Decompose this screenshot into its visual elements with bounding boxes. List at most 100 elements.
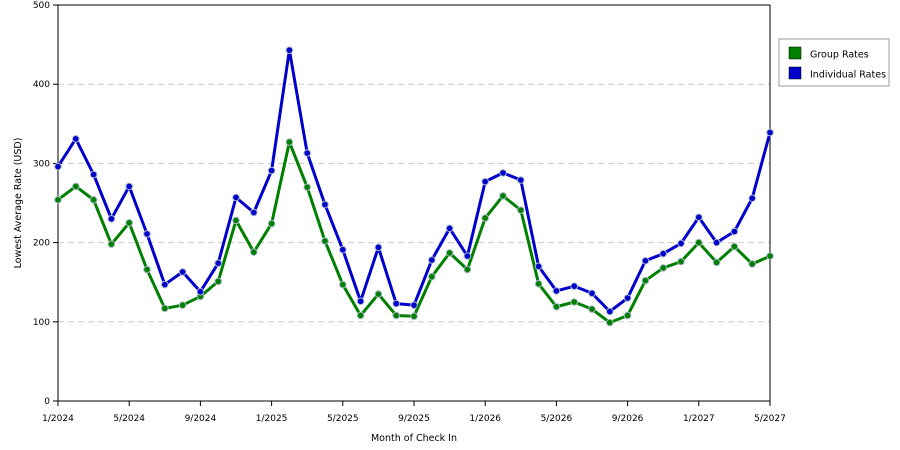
data-point-group-rates	[730, 242, 739, 251]
data-point-individual-rates	[623, 294, 632, 302]
data-point-individual-rates	[125, 182, 133, 191]
data-point-individual-rates	[552, 287, 561, 295]
data-point-individual-rates	[392, 299, 401, 308]
x-tick-label: 5/2024	[113, 414, 145, 424]
data-point-group-rates	[72, 182, 80, 191]
data-point-individual-rates	[730, 227, 739, 236]
data-point-individual-rates	[374, 243, 383, 252]
data-point-group-rates	[606, 318, 614, 327]
legend-swatch-individual-rates	[788, 66, 802, 80]
data-point-group-rates	[463, 265, 472, 274]
data-point-group-rates	[143, 265, 151, 274]
data-point-group-rates	[356, 311, 365, 320]
x-tick-label: 1/2026	[469, 414, 501, 424]
data-point-individual-rates	[481, 177, 490, 186]
data-point-group-rates	[339, 280, 347, 289]
data-point-group-rates	[303, 183, 312, 191]
x-tick-label: 5/2025	[327, 414, 359, 424]
data-point-group-rates	[428, 272, 436, 281]
data-point-group-rates	[570, 298, 579, 306]
data-point-individual-rates	[695, 213, 703, 222]
data-point-individual-rates	[463, 252, 472, 260]
data-point-individual-rates	[517, 176, 525, 184]
data-point-individual-rates	[588, 289, 596, 298]
data-point-individual-rates	[143, 230, 151, 238]
data-point-individual-rates	[410, 301, 418, 309]
data-point-individual-rates	[250, 208, 258, 217]
y-axis-title: Lowest Average Rate (USD)	[13, 138, 24, 269]
legend-label-individual-rates: Individual Rates	[810, 70, 886, 81]
data-point-individual-rates	[712, 238, 721, 247]
x-tick-label: 5/2027	[754, 414, 786, 424]
data-point-individual-rates	[606, 307, 614, 316]
data-point-group-rates	[552, 302, 561, 311]
y-tick-label: 500	[33, 1, 50, 11]
series-line-individual-rates	[56, 48, 772, 313]
legend-label-group-rates: Group Rates	[810, 50, 869, 61]
x-tick-label: 5/2026	[541, 414, 573, 424]
data-point-individual-rates	[232, 193, 240, 202]
data-point-individual-rates	[267, 166, 276, 175]
x-tick-label: 9/2025	[398, 414, 430, 424]
x-tick-label: 1/2024	[42, 414, 74, 424]
data-point-individual-rates	[534, 262, 543, 271]
data-point-group-rates	[161, 304, 169, 313]
data-point-group-rates	[499, 192, 507, 200]
data-point-individual-rates	[89, 170, 98, 179]
data-point-group-rates	[125, 219, 133, 227]
data-point-group-rates	[178, 301, 187, 309]
data-point-group-rates	[285, 138, 294, 146]
y-tick-label: 200	[33, 239, 50, 249]
data-point-individual-rates	[641, 257, 650, 265]
data-point-individual-rates	[766, 128, 774, 137]
plot-area	[57, 4, 771, 402]
data-point-individual-rates	[303, 149, 312, 157]
data-point-group-rates	[250, 248, 258, 256]
series-points	[54, 46, 774, 327]
data-point-group-rates	[588, 305, 596, 313]
y-tick-label: 0	[44, 397, 50, 407]
data-point-individual-rates	[178, 268, 187, 276]
data-point-individual-rates	[54, 162, 62, 171]
y-tick-label: 300	[33, 159, 50, 169]
data-point-individual-rates	[499, 169, 507, 177]
data-point-group-rates	[534, 279, 543, 288]
data-point-group-rates	[321, 237, 329, 245]
data-point-group-rates	[54, 196, 62, 204]
data-point-individual-rates	[285, 46, 294, 54]
data-point-individual-rates	[677, 239, 685, 248]
data-point-group-rates	[481, 214, 490, 222]
data-point-group-rates	[695, 238, 703, 247]
data-point-individual-rates	[107, 215, 116, 223]
data-point-group-rates	[677, 257, 685, 266]
data-point-group-rates	[641, 276, 650, 285]
data-point-group-rates	[267, 219, 276, 228]
data-point-individual-rates	[748, 194, 757, 203]
data-point-individual-rates	[445, 224, 454, 233]
y-tick-label: 100	[33, 318, 50, 328]
data-point-group-rates	[712, 258, 721, 267]
data-point-individual-rates	[356, 297, 365, 306]
data-point-individual-rates	[428, 256, 436, 264]
series-line-group-rates	[57, 140, 771, 325]
y-tick-label: 400	[33, 80, 50, 90]
data-point-individual-rates	[196, 287, 205, 296]
x-tick-label: 9/2026	[612, 414, 644, 424]
grid-lines	[58, 83, 770, 323]
data-point-individual-rates	[214, 259, 222, 267]
data-point-individual-rates	[161, 280, 169, 289]
data-point-group-rates	[392, 311, 401, 320]
x-tick-label: 1/2025	[256, 414, 288, 424]
data-point-group-rates	[410, 312, 418, 321]
data-point-group-rates	[659, 264, 668, 272]
data-point-individual-rates	[321, 200, 329, 209]
data-point-group-rates	[107, 240, 116, 248]
x-axis-title: Month of Check In	[371, 433, 457, 444]
data-point-group-rates	[748, 260, 757, 268]
data-point-group-rates	[445, 249, 454, 257]
data-point-individual-rates	[659, 249, 668, 258]
y-axis: 0 100 200 300 400 500	[33, 1, 58, 407]
legend-swatch-group-rates	[788, 46, 802, 60]
data-point-group-rates	[517, 206, 525, 214]
data-point-group-rates	[89, 196, 98, 204]
